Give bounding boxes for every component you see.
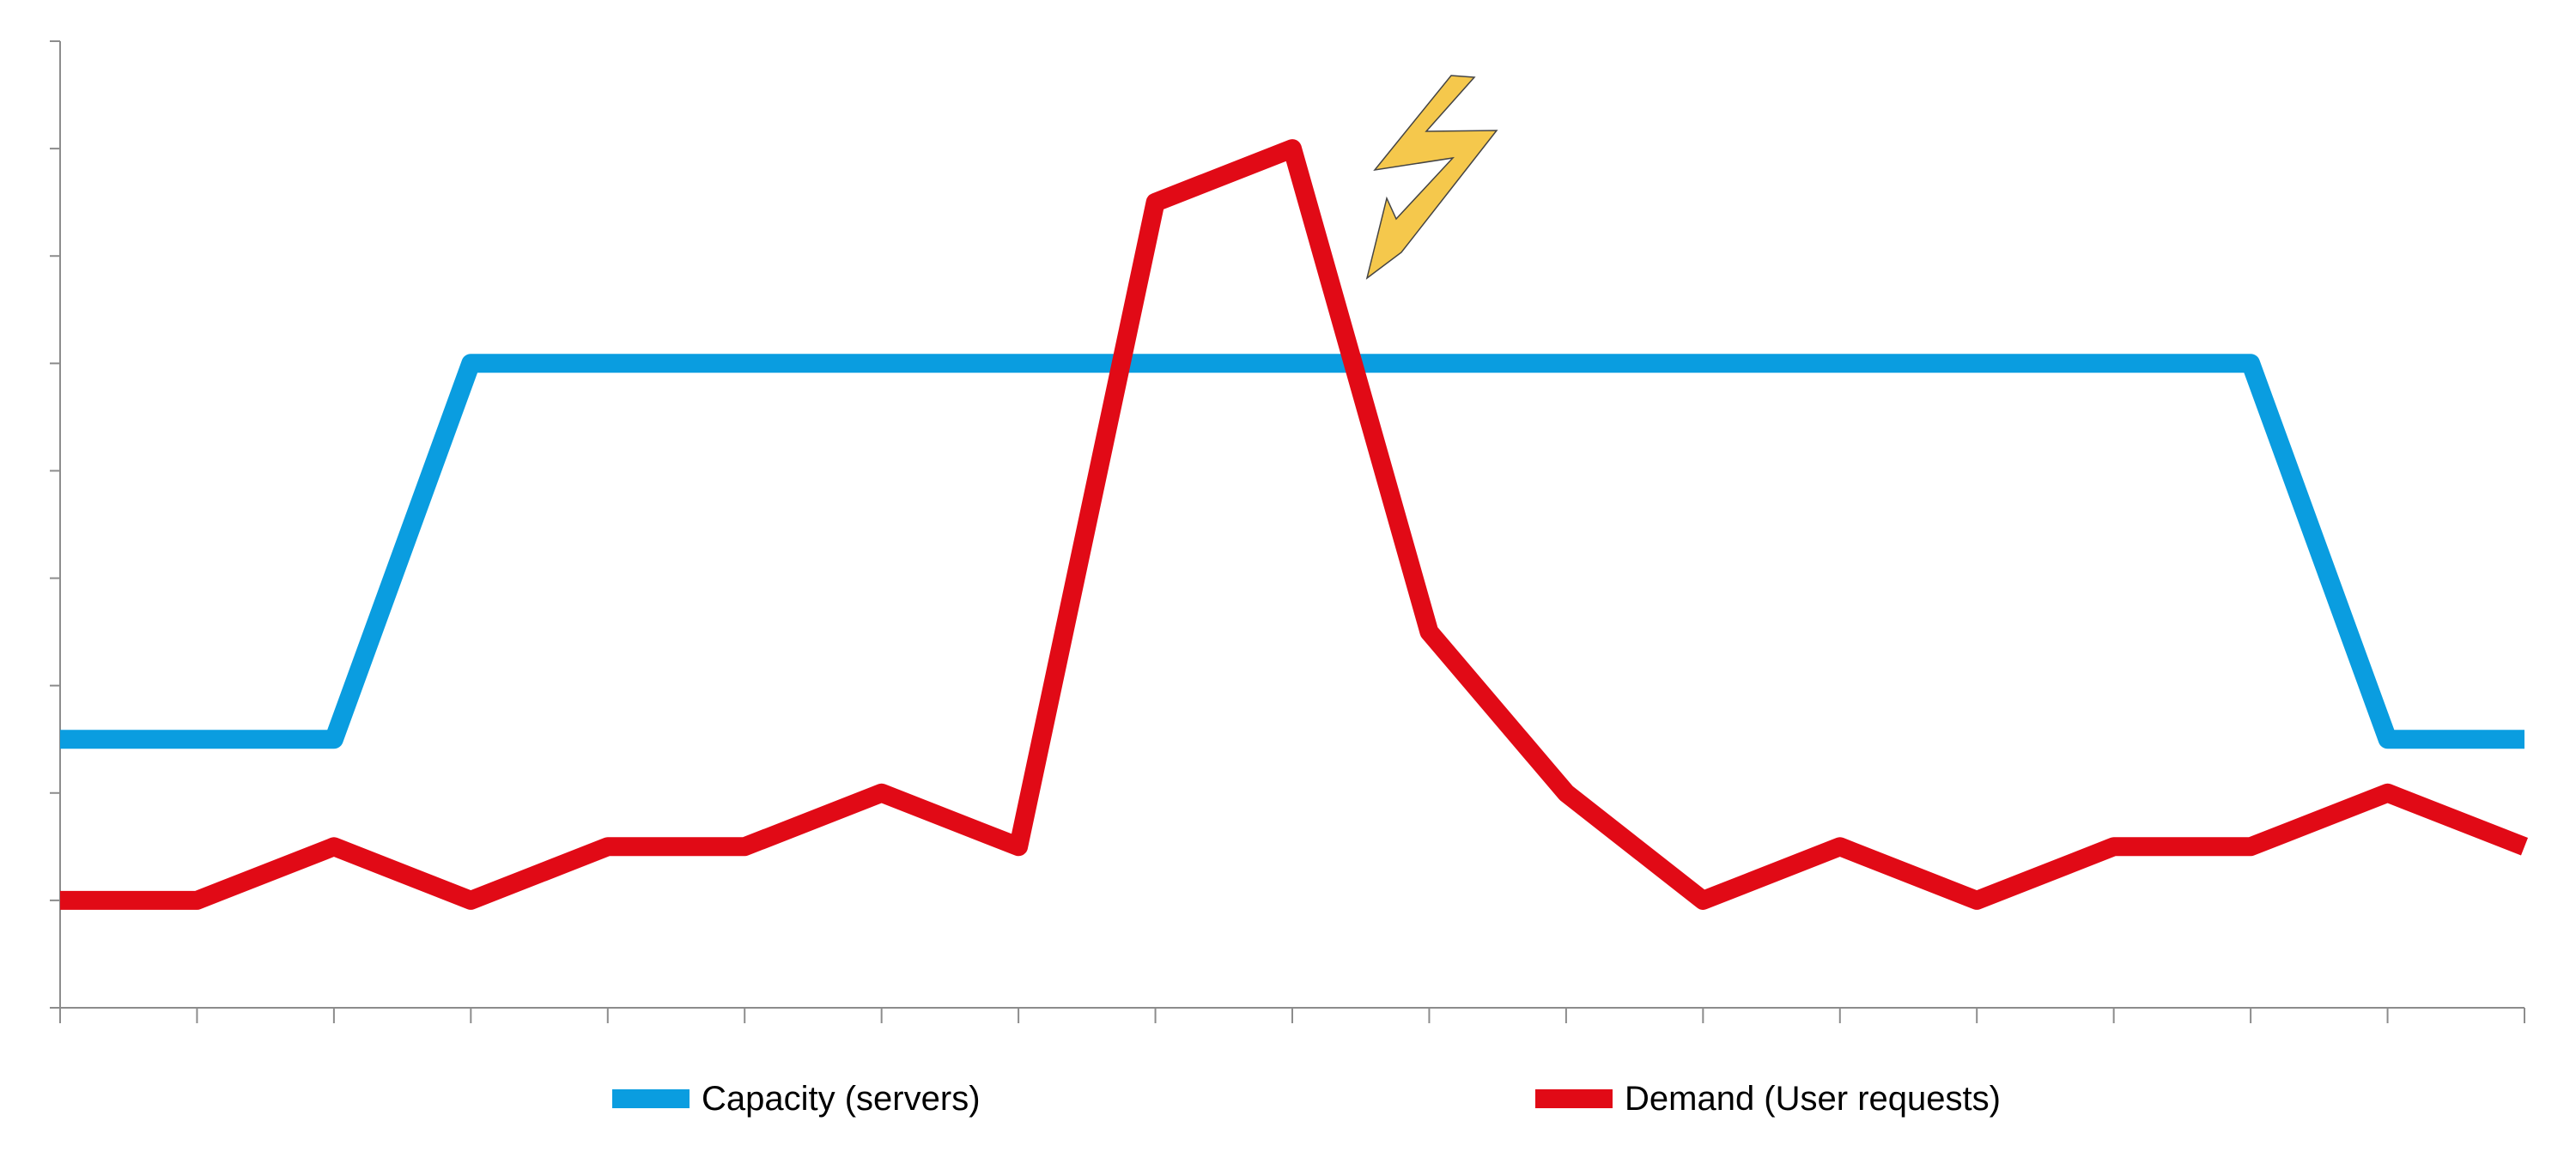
series-line-demand — [60, 139, 2529, 910]
legend-swatch-demand — [1535, 1089, 1613, 1108]
series-layer — [60, 139, 2529, 910]
chart-axes — [50, 40, 2525, 1023]
legend-label-demand: Demand (User requests) — [1625, 1079, 2001, 1118]
series-line-capacity — [60, 354, 2524, 749]
legend-label-capacity: Capacity (servers) — [702, 1079, 981, 1118]
legend-swatch-capacity — [612, 1089, 690, 1108]
legend-item-demand: Demand (User requests) — [1535, 1073, 2001, 1125]
lightning-bolt-icon — [1365, 75, 1498, 280]
legend-item-capacity: Capacity (servers) — [612, 1073, 981, 1125]
